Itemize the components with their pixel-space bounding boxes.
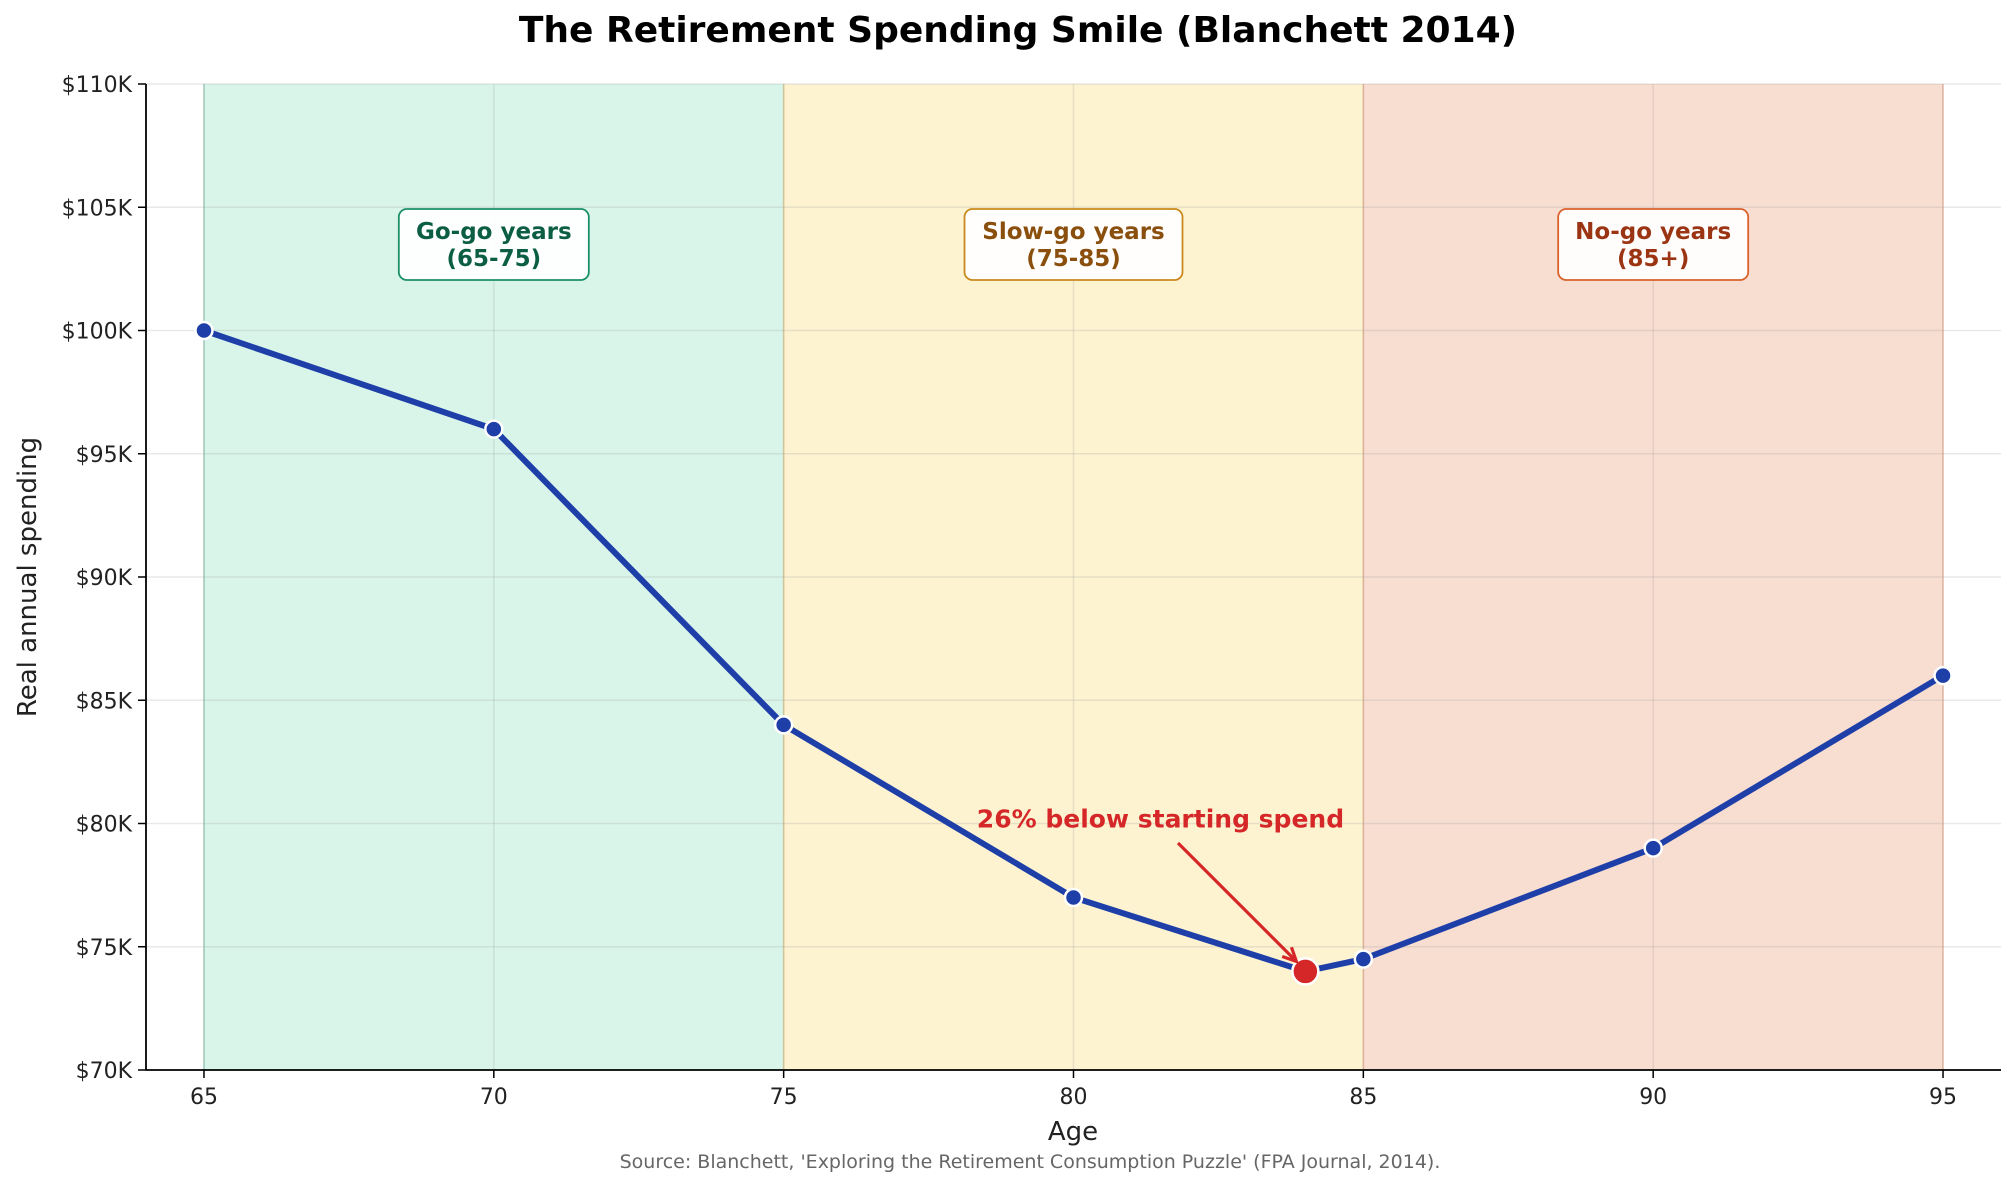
- phase-label-range-2: (85+): [1617, 246, 1689, 272]
- y-axis-label: Real annual spending: [13, 437, 43, 717]
- phase-label-range-1: (75-85): [1026, 246, 1121, 272]
- data-point-age-90: [1643, 838, 1663, 858]
- y-tick-label-0: $70K: [76, 1059, 133, 1084]
- annotation-arrow-head: [1281, 946, 1299, 965]
- phase-label-range-0: (65-75): [447, 246, 542, 272]
- y-tick-label-1: $75K: [76, 936, 133, 961]
- y-tick-label-8: $110K: [62, 73, 133, 98]
- phase-label-title-2: No-go years: [1575, 219, 1731, 245]
- series-line: [200, 327, 1947, 975]
- annotation: 26% below starting spend: [977, 805, 1344, 965]
- x-tick-label-5: 90: [1639, 1085, 1667, 1110]
- minimum-highlight-point: [1291, 957, 1320, 986]
- phase-label-title-0: Go-go years: [416, 219, 572, 245]
- data-point-age-80: [1063, 887, 1084, 908]
- data-point-age-85: [1353, 949, 1374, 969]
- x-tick-label-0: 65: [190, 1085, 218, 1110]
- y-tick-label-3: $85K: [76, 689, 133, 714]
- phase-label-box-2: [1557, 208, 1750, 281]
- phase-label-title-1: Slow-go years: [982, 219, 1164, 245]
- y-tick-label-5: $95K: [76, 443, 133, 468]
- x-tick-label-2: 75: [770, 1085, 798, 1110]
- phase-label-box-0: [397, 208, 590, 281]
- y-tick-label-4: $90K: [76, 566, 133, 591]
- data-point-age-70: [484, 419, 504, 439]
- annotation-arrow-shaft: [1176, 841, 1298, 963]
- y-tick-label-6: $100K: [62, 320, 133, 345]
- data-point-age-95: [1933, 665, 1953, 686]
- phase-labels: Go-go years(65-75) Slow-go years(75-85) No…: [397, 208, 1750, 281]
- x-tick-label-6: 95: [1929, 1085, 1957, 1110]
- x-axis-label: Age: [1048, 1117, 1098, 1147]
- y-tick-label-2: $80K: [76, 813, 133, 838]
- source-note: Source: Blanchett, 'Exploring the Retire…: [620, 1151, 1441, 1173]
- x-tick-label-1: 70: [480, 1085, 508, 1110]
- phase-label-box-1: [963, 208, 1184, 281]
- tick-labels: 65 70 75 80 85 90 95 $70K $75K $80K $85K $90K $95K $1…: [62, 73, 1957, 1110]
- chart-title: The Retirement Spending Smile (Blanchett…: [519, 10, 1517, 51]
- x-tick-label-4: 85: [1349, 1085, 1377, 1110]
- annotation-text: 26% below starting spend: [977, 805, 1344, 834]
- y-tick-label-7: $105K: [62, 196, 133, 221]
- x-tick-label-3: 80: [1060, 1085, 1088, 1110]
- series-layer: [194, 320, 1953, 986]
- data-point-age-75: [773, 715, 794, 735]
- data-point-age-65: [194, 320, 214, 341]
